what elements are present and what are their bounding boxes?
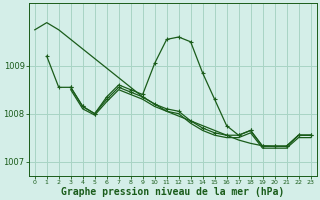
X-axis label: Graphe pression niveau de la mer (hPa): Graphe pression niveau de la mer (hPa) — [61, 186, 284, 197]
